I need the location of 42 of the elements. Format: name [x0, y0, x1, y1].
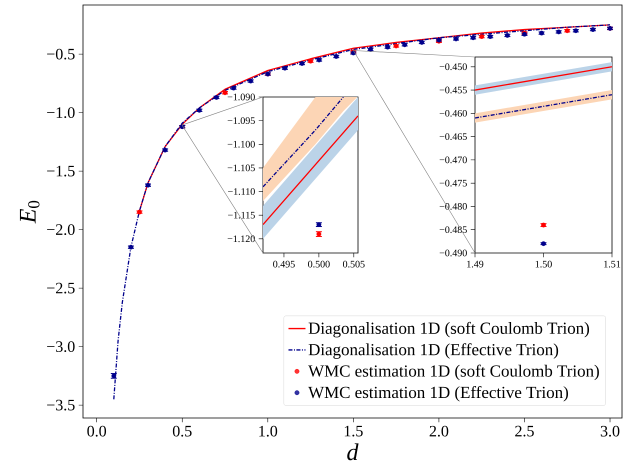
y-tick-label: −3.5 [47, 400, 75, 411]
y-tick-label: −0.5 [47, 48, 75, 60]
y-tick-label: −1.090 [228, 94, 255, 100]
y-tick-label: −2.0 [47, 224, 75, 236]
y-tick-label: −1.5 [47, 166, 75, 176]
x-tick-label: 0.5 [172, 426, 192, 437]
x-tick-label: 1.0 [259, 426, 278, 437]
x-tick-label: 0.0 [87, 426, 106, 437]
x-tick-label: 1.49 [467, 260, 484, 268]
y-tick-label: −1.115 [228, 212, 255, 219]
y-tick-label: −0.455 [440, 86, 467, 94]
x-tick-label: 3.0 [600, 426, 620, 437]
x-tick-label: 2.5 [515, 426, 534, 437]
y-tick-label: −0.465 [440, 133, 467, 140]
y-tick-label: −1.100 [228, 140, 255, 148]
y-tick-label: −0.475 [440, 180, 467, 187]
x-tick-label: 0.495 [273, 260, 295, 268]
y-tick-label: −1.120 [228, 235, 255, 242]
y-tick-label: −1.110 [228, 188, 255, 195]
y-tick-label: −0.450 [440, 63, 467, 70]
y-tick-label: −1.105 [228, 164, 255, 172]
y-axis-title: E$_{0}$ [20, 200, 40, 224]
x-tick-label: 1.51 [604, 260, 620, 268]
y-tick-label: −0.480 [440, 203, 467, 210]
y-tick-label: −0.485 [440, 226, 467, 234]
y-tick-label: −0.470 [440, 156, 467, 164]
legend-label: WMC estimation 1D (Effective Trion) [308, 386, 568, 402]
y-tick-label: −3.0 [47, 341, 75, 352]
y-tick-label: −1.095 [228, 117, 255, 124]
y-tick-label: −2.5 [47, 282, 75, 294]
x-tick-label: 1.5 [344, 426, 363, 437]
x-tick-label: 0.505 [342, 260, 365, 268]
legend-label: WMC estimation 1D (soft Coulomb Trion) [308, 364, 599, 380]
legend-label: Diagonalisation 1D (Effective Trion) [308, 343, 558, 359]
legend-label: Diagonalisation 1D (soft Coulomb Trion) [308, 322, 590, 338]
x-tick-label: 0.500 [308, 260, 330, 268]
y-tick-label: −0.460 [440, 110, 467, 117]
x-tick-label: 1.50 [536, 260, 552, 268]
y-tick-label: −0.490 [440, 250, 467, 256]
y-tick-label: −1.0 [47, 107, 75, 118]
x-axis-title: d [347, 443, 359, 460]
x-tick-label: 2.0 [430, 426, 448, 437]
